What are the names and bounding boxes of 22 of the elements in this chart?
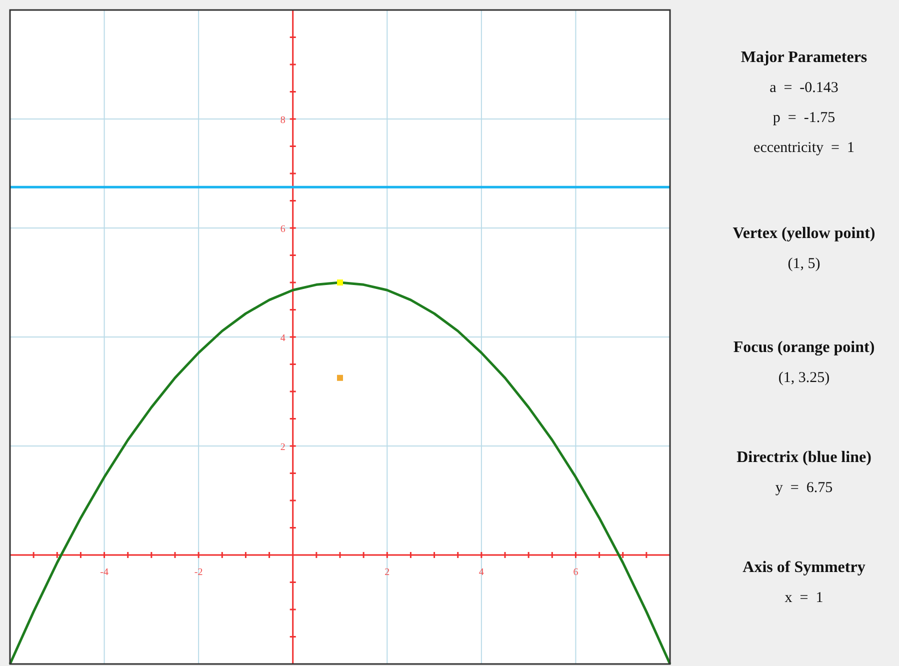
x-tick-label: 4 bbox=[478, 567, 484, 578]
text: Axis of Symmetry bbox=[742, 559, 866, 576]
text: Vertex (yellow point) bbox=[732, 225, 876, 242]
text: (1, 3.25) bbox=[778, 370, 830, 386]
text: (1, 5) bbox=[788, 256, 820, 272]
y-tick-label: 2 bbox=[280, 442, 286, 453]
text: Focus (orange point) bbox=[733, 339, 875, 356]
x-tick-label: 2 bbox=[384, 567, 390, 578]
text: Directrix (blue line) bbox=[736, 449, 872, 466]
text: Major Parameters bbox=[740, 49, 868, 66]
x-tick-label: -2 bbox=[194, 567, 203, 578]
x-tick-label: 6 bbox=[573, 567, 578, 578]
x-tick-label: -4 bbox=[100, 567, 108, 578]
text: x = 1 bbox=[784, 590, 824, 606]
text: a = -0.143 bbox=[770, 80, 838, 96]
text: y = 6.75 bbox=[775, 480, 833, 496]
y-tick-label: 8 bbox=[280, 115, 286, 126]
y-tick-label: 4 bbox=[280, 333, 286, 344]
text: p = -1.75 bbox=[772, 110, 836, 126]
line-series bbox=[8, 281, 672, 666]
y-tick-label: 6 bbox=[280, 224, 286, 235]
text: eccentricity = 1 bbox=[754, 140, 854, 156]
